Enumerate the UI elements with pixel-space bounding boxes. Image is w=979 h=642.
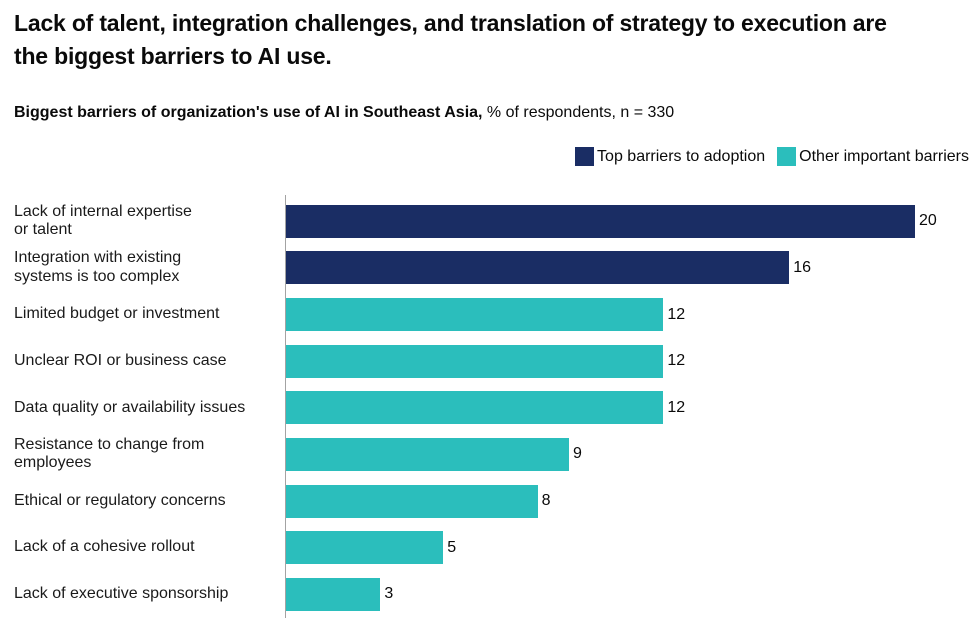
bar-area: 8 (286, 478, 979, 525)
category-label-line: Lack of internal expertise (14, 202, 192, 220)
category-label: Integration with existing systems is too … (0, 249, 286, 286)
bar (286, 531, 444, 565)
bar-row: Lack of internal expertise or talent 20 (0, 198, 979, 245)
category-label-line: Lack of a cohesive rollout (14, 538, 195, 556)
category-label-line: Resistance to change from (14, 435, 205, 453)
bar-row: Integration with existing systems is too … (0, 245, 979, 292)
bar (286, 298, 664, 332)
value-label: 5 (447, 538, 457, 556)
category-label: Lack of executive sponsorship (0, 585, 286, 604)
category-label-line: Unclear ROI or business case (14, 351, 227, 369)
bar (286, 204, 915, 238)
chart-headline: Lack of talent, integration challenges, … (14, 10, 887, 69)
value-label: 9 (573, 445, 582, 463)
value-label: 12 (667, 305, 686, 323)
y-axis-line (285, 195, 286, 618)
category-label-line: Ethical or regulatory concerns (14, 491, 226, 509)
category-label: Resistance to change from employees (0, 436, 286, 473)
legend-swatch-icon (575, 147, 595, 166)
bar-area: 9 (286, 431, 979, 478)
bar (286, 484, 538, 518)
category-label-line: employees (14, 454, 92, 472)
bar (286, 577, 381, 611)
bar-area: 16 (286, 245, 979, 292)
category-label-line: or talent (14, 221, 72, 239)
category-label: Ethical or regulatory concerns (0, 492, 286, 511)
value-label: 8 (541, 492, 551, 510)
category-label-line: systems is too complex (14, 267, 180, 285)
category-label: Data quality or availability issues (0, 399, 286, 418)
bar (286, 437, 570, 471)
value-label: 12 (667, 352, 686, 370)
category-label-line: Data quality or availability issues (14, 398, 246, 416)
bar-chart: Lack of internal expertise or talent 20 Int… (0, 198, 979, 618)
category-label-line: Limited budget or investment (14, 305, 220, 323)
bar-area: 5 (286, 524, 979, 571)
category-label: Limited budget or investment (0, 305, 286, 324)
bar-row: Ethical or regulatory concerns 8 (0, 478, 979, 525)
category-label-line: Integration with existing (14, 249, 182, 267)
category-label: Unclear ROI or business case (0, 352, 286, 371)
value-label: 3 (384, 585, 394, 603)
chart-subtitle: Biggest barriers of organization's use o… (14, 103, 674, 123)
legend-item-top_barriers: Top barriers to adoption (575, 147, 765, 166)
bar (286, 251, 790, 285)
bar-row: Resistance to change from employees 9 (0, 431, 979, 478)
bar-row: Lack of a cohesive rollout 5 (0, 524, 979, 571)
legend-swatch-icon (777, 147, 797, 166)
category-label: Lack of a cohesive rollout (0, 538, 286, 557)
bar (286, 391, 664, 425)
category-label: Lack of internal expertise or talent (0, 203, 286, 240)
bar-row: Unclear ROI or business case 12 (0, 338, 979, 385)
chart-subtitle-detail: % of respondents, n = 330 (482, 104, 675, 121)
bar-area: 3 (286, 571, 979, 618)
bar-area: 20 (286, 198, 979, 245)
legend: Top barriers to adoption Other important … (575, 147, 969, 166)
value-label: 12 (667, 398, 686, 416)
bar-area: 12 (286, 385, 979, 432)
value-label: 20 (919, 212, 937, 230)
bar-row: Limited budget or investment 12 (0, 291, 979, 338)
bar-area: 12 (286, 291, 979, 338)
bar (286, 344, 664, 378)
bar-row: Lack of executive sponsorship 3 (0, 571, 979, 618)
chart-subtitle-bold: Biggest barriers of organization's use o… (14, 104, 483, 121)
bar-row: Data quality or availability issues 12 (0, 385, 979, 432)
category-label-line: Lack of executive sponsorship (14, 585, 229, 603)
legend-item-other_barriers: Other important barriers (777, 147, 969, 166)
legend-label: Top barriers to adoption (597, 147, 766, 165)
legend-label: Other important barriers (799, 147, 969, 165)
bar-area: 12 (286, 338, 979, 385)
value-label: 16 (793, 258, 811, 276)
